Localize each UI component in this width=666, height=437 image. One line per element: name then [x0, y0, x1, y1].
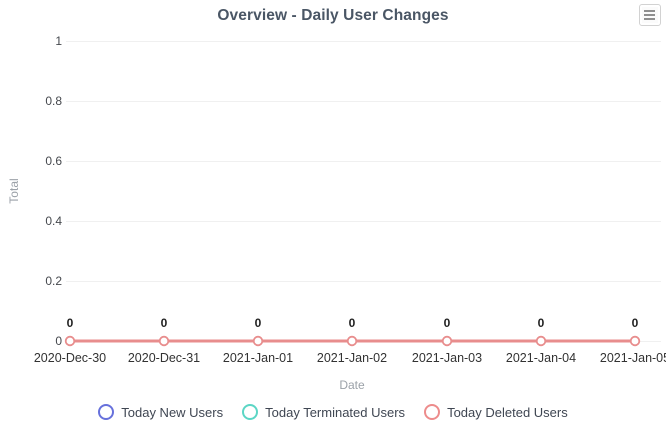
legend-marker-circle-icon	[98, 404, 115, 420]
y-tick-label: 0.8	[45, 94, 62, 108]
data-label: 0	[348, 316, 356, 330]
data-point[interactable]	[252, 335, 264, 347]
x-tick-label: 2021-Jan-02	[316, 351, 388, 365]
y-tick-label: 1	[55, 34, 62, 48]
data-label: 0	[254, 316, 262, 330]
x-tick-label: 2021-Jan-03	[411, 351, 483, 365]
data-point[interactable]	[346, 335, 358, 347]
chart-menu-button[interactable]	[639, 4, 661, 26]
data-point[interactable]	[629, 335, 641, 347]
grid-line	[66, 41, 661, 42]
x-tick-label: 2020-Dec-30	[33, 351, 107, 365]
x-tick-label: 2020-Dec-31	[127, 351, 201, 365]
data-point[interactable]	[535, 335, 547, 347]
legend-item-today-terminated-users[interactable]: Today Terminated Users	[242, 404, 405, 420]
data-point[interactable]	[158, 335, 170, 347]
grid-line	[66, 281, 661, 282]
data-point[interactable]	[441, 335, 453, 347]
legend: Today New Users Today Terminated Users T…	[0, 404, 666, 420]
x-tick-label: 2021-Jan-05	[599, 351, 666, 365]
grid-line	[66, 101, 661, 102]
legend-marker-circle-icon	[424, 404, 441, 420]
data-point[interactable]	[64, 335, 76, 347]
legend-marker-circle-icon	[242, 404, 259, 420]
y-tick-label: 0.2	[45, 274, 62, 288]
y-tick-label: 0.6	[45, 154, 62, 168]
legend-item-today-deleted-users[interactable]: Today Deleted Users	[424, 404, 568, 420]
data-label: 0	[631, 316, 639, 330]
legend-label: Today New Users	[121, 404, 224, 420]
y-tick-label: 0	[55, 334, 62, 348]
chart-title: Overview - Daily User Changes	[217, 7, 449, 24]
legend-label: Today Terminated Users	[265, 404, 406, 420]
legend-label: Today Deleted Users	[447, 404, 568, 420]
y-tick-label: 0.4	[45, 214, 62, 228]
grid-line	[66, 161, 661, 162]
x-tick-label: 2021-Jan-01	[222, 351, 294, 365]
hamburger-menu-icon	[644, 10, 655, 20]
data-label: 0	[537, 316, 545, 330]
x-tick-label: 2021-Jan-04	[505, 351, 577, 365]
x-axis-title: Date	[339, 378, 365, 392]
data-label: 0	[66, 316, 74, 330]
legend-item-today-new-users[interactable]: Today New Users	[98, 404, 223, 420]
data-label: 0	[443, 316, 451, 330]
grid-line	[66, 221, 661, 222]
data-label: 0	[160, 316, 168, 330]
